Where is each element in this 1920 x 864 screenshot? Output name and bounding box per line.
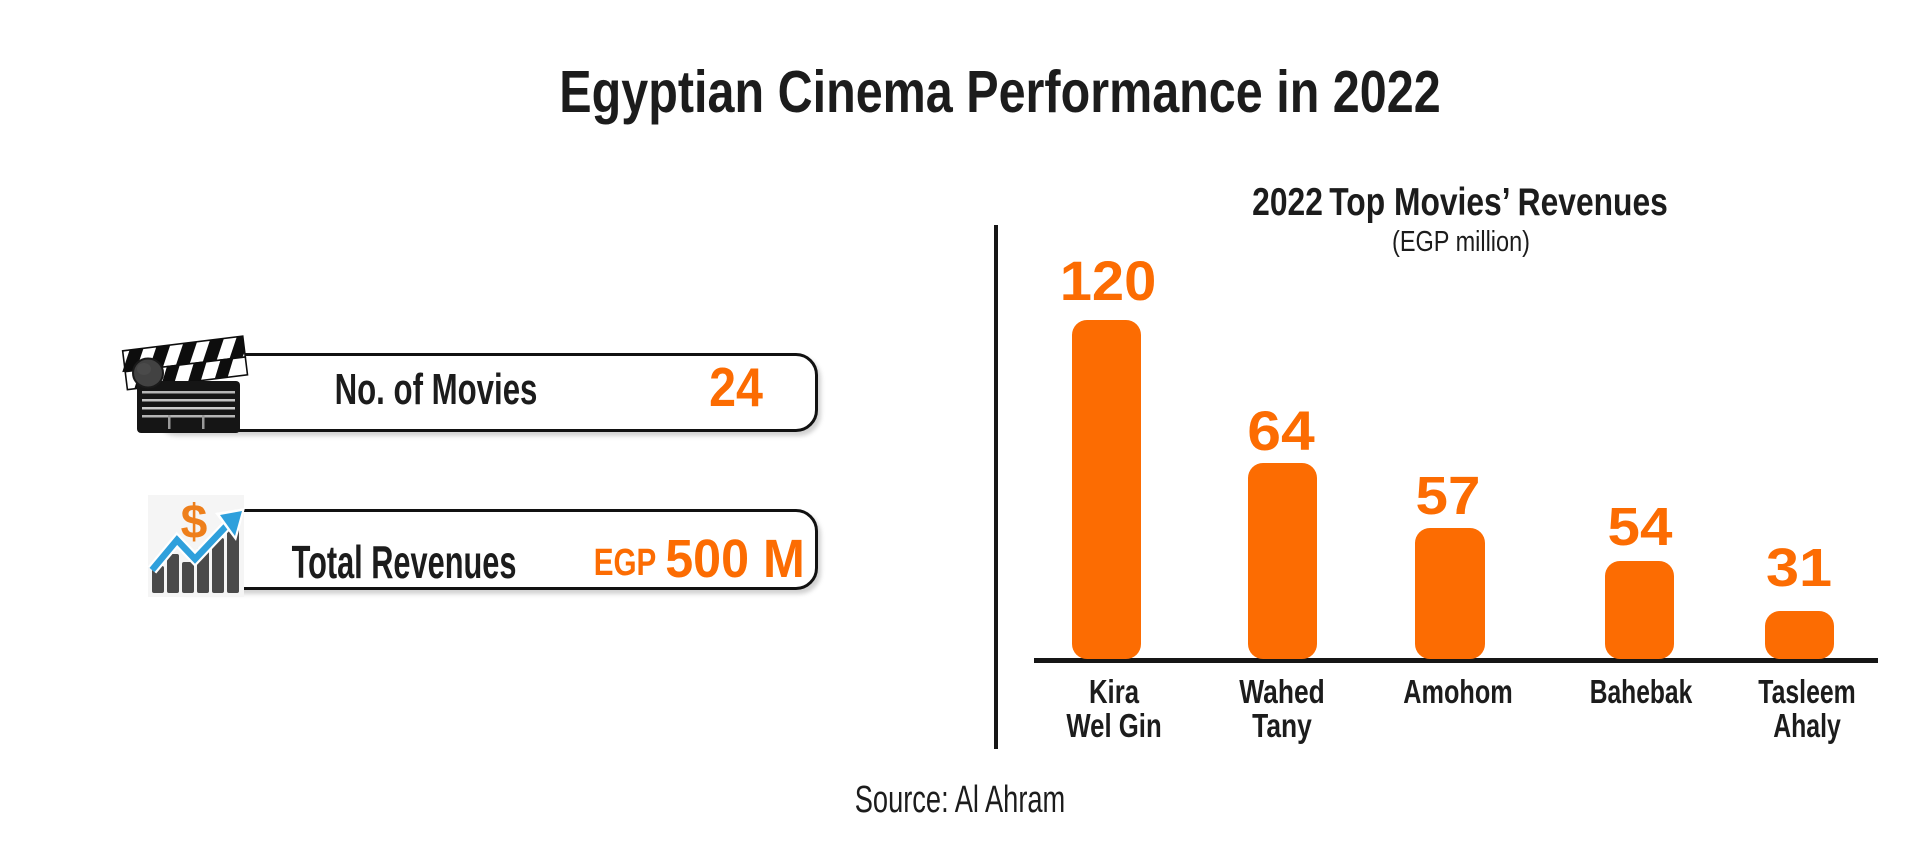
svg-text:$: $ [181, 496, 208, 549]
